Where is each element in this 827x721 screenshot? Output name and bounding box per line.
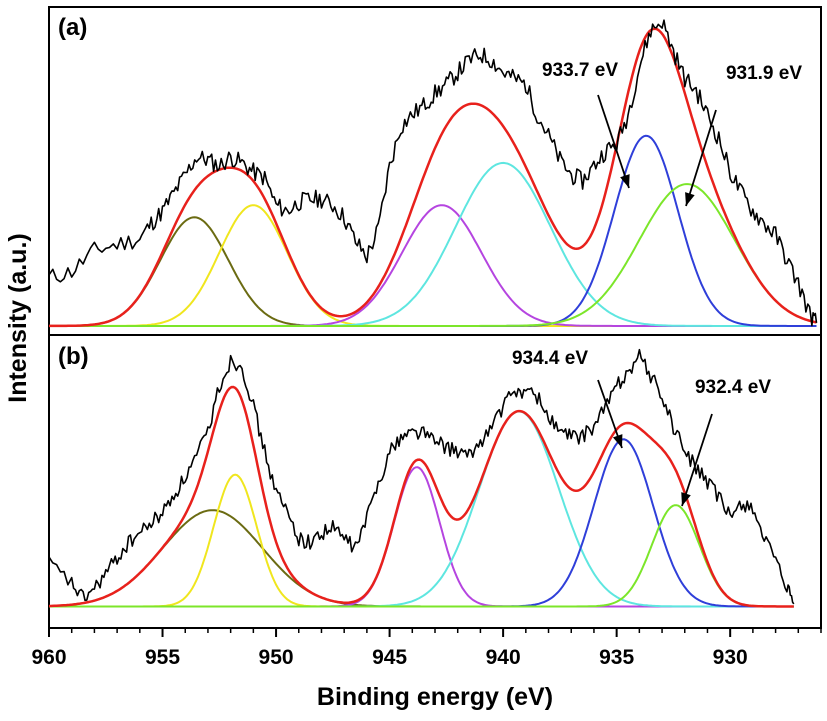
panel-a-frame — [48, 6, 822, 336]
panel-a-annotations: 933.7 eV 931.9 eV — [542, 60, 802, 207]
x-tick-label-955: 955 — [145, 646, 180, 669]
x-axis: 960 955 950 945 940 935 930 — [31, 628, 822, 669]
panel-a-envelope — [49, 27, 817, 328]
x-tick-label-945: 945 — [372, 646, 407, 669]
x-tick-label-935: 935 — [599, 646, 634, 669]
panel-b-label: (b) — [58, 343, 89, 370]
panel-b-arrowhead-2 — [681, 492, 691, 506]
panel-b-peak-5 — [49, 438, 794, 608]
panel-a-curves — [48, 19, 818, 328]
panel-a-raw-spectrum — [48, 19, 818, 327]
panel-b-annotation-2: 932.4 eV — [695, 377, 771, 398]
panel-b-curves — [48, 348, 795, 608]
panel-b-arrowhead-1 — [612, 434, 623, 448]
panel-b-annotations: 934.4 eV 932.4 eV — [512, 348, 771, 507]
y-axis-title: Intensity (a.u.) — [4, 233, 32, 402]
x-tick-label-940: 940 — [486, 646, 521, 669]
panel-a-label: (a) — [58, 14, 87, 41]
panel-a-arrow-1 — [597, 94, 630, 189]
panel-a-peak-5 — [49, 134, 817, 327]
panel-a-arrow-2 — [685, 109, 717, 207]
panel-a-arrowhead-2 — [685, 192, 695, 206]
x-tick-label-960: 960 — [31, 646, 66, 669]
x-tick-label-930: 930 — [713, 646, 748, 669]
panel-b-envelope — [49, 385, 794, 608]
x-tick-label-950: 950 — [259, 646, 294, 669]
panel-a-annotation-2: 931.9 eV — [726, 63, 802, 84]
panel-a-peak-2 — [49, 204, 817, 327]
panel-a-peak-3 — [49, 204, 817, 327]
x-axis-title: Binding energy (eV) — [317, 683, 553, 711]
panel-b: (b) 934.4 eV 932.4 eV — [48, 334, 822, 629]
panel-a-annotation-1: 933.7 eV — [542, 60, 618, 81]
panel-a-peak-6 — [49, 183, 817, 327]
panel-b-peak-6 — [49, 504, 794, 608]
panel-b-peak-1 — [49, 509, 794, 608]
panel-b-annotation-1: 934.4 eV — [512, 348, 588, 369]
panel-b-arrow-2 — [681, 413, 713, 507]
panel-b-raw-spectrum — [48, 348, 795, 605]
panel-a-arrowhead-1 — [620, 174, 630, 188]
panel-a-peak-4 — [49, 161, 817, 327]
panel-a: (a) 933.7 eV 931.9 eV — [48, 6, 822, 336]
